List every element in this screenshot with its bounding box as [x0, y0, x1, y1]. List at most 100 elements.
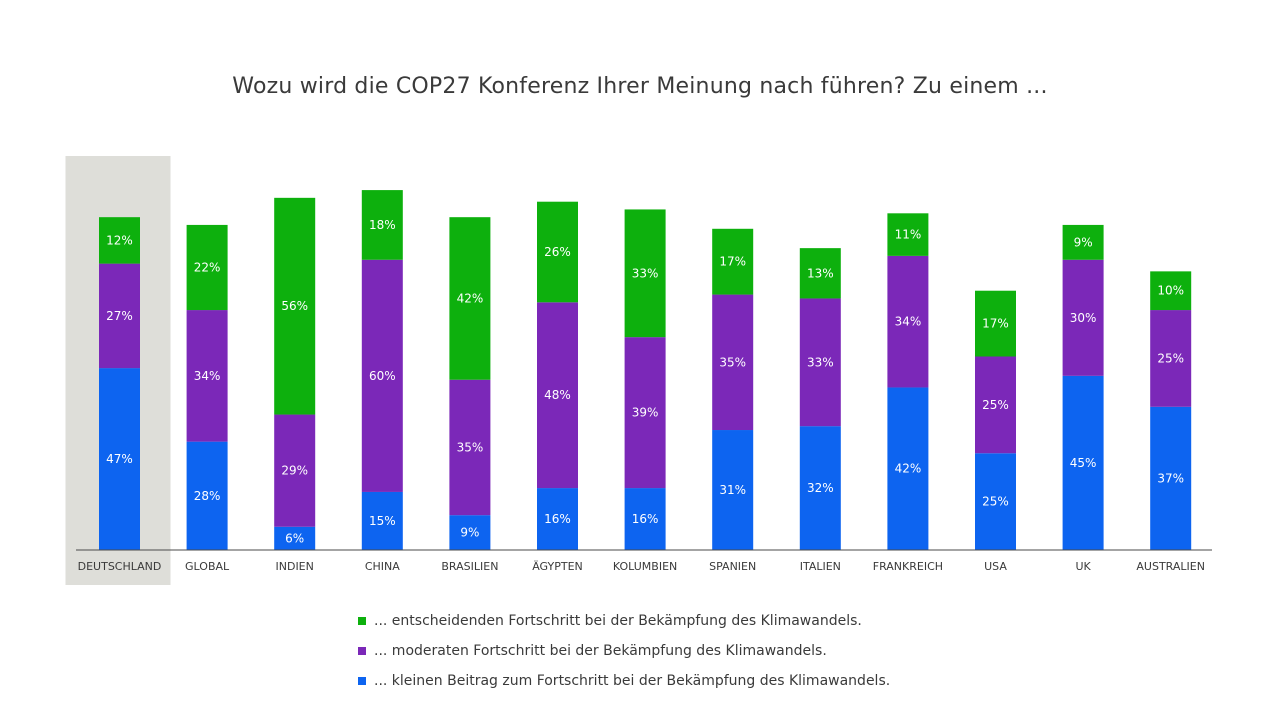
- legend-swatch-purple: [358, 647, 366, 655]
- bar-segment-uk-2: [1062, 224, 1104, 260]
- bar-segment-kolumbien-1: [624, 337, 666, 489]
- bar-segment-usa-1: [975, 356, 1016, 454]
- bar-segment-kolumbien-0: [624, 488, 666, 550]
- bar-segment-italien-1: [799, 298, 841, 427]
- chart-title: Wozu wird die COP27 Konferenz Ihrer Mein…: [232, 74, 1048, 99]
- data-label-china-0: 15%: [369, 514, 396, 528]
- bar-segment-deutschland-2: [99, 217, 140, 264]
- bar-segment-brasilien-0: [449, 515, 491, 550]
- data-label-australien-2: 10%: [1157, 284, 1184, 298]
- data-label-frankreich-1: 34%: [895, 315, 922, 329]
- bar-segment-australien-2: [1150, 271, 1192, 311]
- category-label-italien: ITALIEN: [800, 560, 841, 573]
- category-label-frankreich: FRANKREICH: [873, 560, 943, 573]
- bar-segment-china-0: [361, 491, 403, 550]
- data-label-italien-1: 33%: [807, 355, 834, 369]
- data-label-aegypten-1: 48%: [544, 388, 571, 402]
- bar-segment-italien-0: [799, 426, 841, 550]
- data-label-china-1: 60%: [369, 369, 396, 383]
- legend-item-moderate: ... moderaten Fortschritt bei der Bekämp…: [358, 636, 890, 666]
- legend-swatch-green: [358, 617, 366, 625]
- legend-swatch-blue: [358, 677, 366, 685]
- data-label-indien-0: 6%: [285, 531, 304, 545]
- legend-item-small: ... kleinen Beitrag zum Fortschritt bei …: [358, 666, 890, 696]
- legend-label-small: ... kleinen Beitrag zum Fortschritt bei …: [374, 673, 891, 689]
- legend-item-decisive: ... entscheidenden Fortschritt bei der B…: [358, 606, 890, 636]
- bar-segment-spanien-1: [712, 294, 754, 431]
- category-label-australien: AUSTRALIEN: [1136, 560, 1205, 573]
- data-label-italien-0: 32%: [807, 481, 834, 495]
- bar-segment-deutschland-1: [99, 263, 140, 369]
- bar-segment-indien-0: [274, 526, 316, 550]
- data-label-kolumbien-0: 16%: [632, 512, 659, 526]
- data-label-brasilien-0: 9%: [460, 526, 479, 540]
- bar-segment-brasilien-1: [449, 379, 491, 516]
- data-label-italien-2: 13%: [807, 266, 834, 280]
- category-label-uk: UK: [1075, 560, 1091, 573]
- data-label-uk-0: 45%: [1070, 456, 1097, 470]
- data-label-indien-2: 56%: [281, 299, 308, 313]
- bar-segment-aegypten-0: [537, 488, 578, 550]
- bar-segment-usa-0: [975, 453, 1016, 550]
- category-label-usa: USA: [984, 560, 1007, 573]
- bar-segment-frankreich-0: [887, 387, 929, 550]
- chart-legend: ... entscheidenden Fortschritt bei der B…: [358, 606, 890, 696]
- bar-segment-frankreich-2: [887, 213, 929, 256]
- data-label-spanien-2: 17%: [719, 255, 746, 269]
- data-label-brasilien-1: 35%: [457, 440, 484, 454]
- data-label-deutschland-2: 12%: [106, 233, 133, 247]
- bar-segment-brasilien-2: [449, 217, 491, 380]
- data-label-uk-1: 30%: [1070, 311, 1097, 325]
- data-label-spanien-0: 31%: [719, 483, 746, 497]
- category-label-deutschland: DEUTSCHLAND: [78, 560, 162, 573]
- bar-segment-usa-2: [975, 290, 1016, 357]
- category-label-global: GLOBAL: [185, 560, 230, 573]
- data-label-deutschland-0: 47%: [106, 452, 133, 466]
- bar-segment-frankreich-1: [887, 255, 929, 388]
- legend-label-moderate: ... moderaten Fortschritt bei der Bekämp…: [374, 643, 827, 659]
- bar-segment-uk-0: [1062, 375, 1104, 550]
- data-label-frankreich-2: 11%: [895, 228, 922, 242]
- data-label-global-0: 28%: [194, 489, 221, 503]
- category-label-kolumbien: KOLUMBIEN: [613, 560, 677, 573]
- data-label-uk-2: 9%: [1074, 235, 1093, 249]
- bar-segment-deutschland-0: [99, 368, 140, 550]
- category-label-brasilien: BRASILIEN: [441, 560, 498, 573]
- data-label-deutschland-1: 27%: [106, 309, 133, 323]
- bar-segment-italien-2: [799, 248, 841, 299]
- category-label-aegypten: ÄGYPTEN: [532, 560, 583, 573]
- bar-segment-aegypten-1: [537, 302, 578, 489]
- bar-segment-uk-1: [1062, 259, 1104, 376]
- data-label-kolumbien-1: 39%: [632, 406, 659, 420]
- data-label-kolumbien-2: 33%: [632, 266, 659, 280]
- data-label-indien-1: 29%: [281, 464, 308, 478]
- category-label-indien: INDIEN: [276, 560, 314, 573]
- legend-label-decisive: ... entscheidenden Fortschritt bei der B…: [374, 613, 862, 629]
- bar-segment-global-1: [186, 310, 228, 442]
- data-label-usa-0: 25%: [982, 495, 1009, 509]
- data-label-australien-1: 25%: [1157, 351, 1184, 365]
- bar-segment-indien-2: [274, 197, 316, 415]
- data-label-usa-1: 25%: [982, 398, 1009, 412]
- data-label-frankreich-0: 42%: [895, 462, 922, 476]
- data-label-usa-2: 17%: [982, 317, 1009, 331]
- bar-segment-australien-1: [1150, 310, 1192, 407]
- bar-segment-spanien-2: [712, 228, 754, 295]
- category-label-china: CHINA: [365, 560, 400, 573]
- bar-segment-kolumbien-2: [624, 209, 666, 338]
- data-label-australien-0: 37%: [1157, 471, 1184, 485]
- data-label-aegypten-2: 26%: [544, 245, 571, 259]
- data-label-aegypten-0: 16%: [544, 512, 571, 526]
- bar-segment-global-0: [186, 441, 228, 550]
- data-label-global-2: 22%: [194, 260, 221, 274]
- data-label-brasilien-2: 42%: [457, 291, 484, 305]
- bar-segment-global-2: [186, 224, 228, 311]
- bar-segment-china-2: [361, 190, 403, 260]
- data-label-global-1: 34%: [194, 369, 221, 383]
- bar-segment-china-1: [361, 259, 403, 492]
- bar-segment-australien-0: [1150, 406, 1192, 550]
- category-label-spanien: SPANIEN: [709, 560, 756, 573]
- bar-segment-aegypten-2: [537, 201, 578, 303]
- bar-segment-spanien-0: [712, 430, 754, 550]
